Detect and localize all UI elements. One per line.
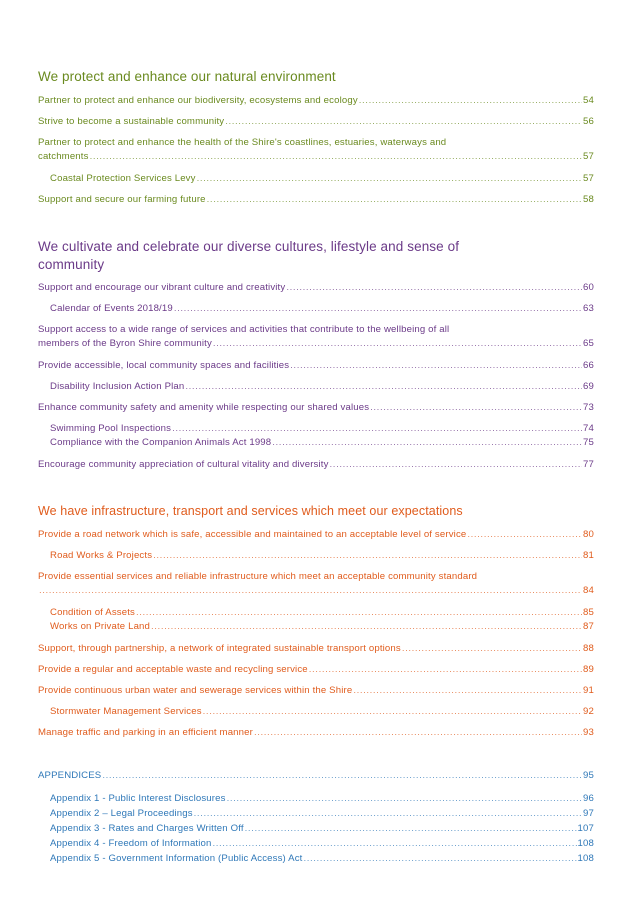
leader-dots <box>203 705 582 719</box>
toc-entry[interactable]: Road Works & Projects81 <box>38 549 594 570</box>
leader-dots <box>39 584 582 598</box>
page-number: 60 <box>583 282 594 293</box>
page-number: 65 <box>583 338 594 349</box>
toc-entry[interactable]: Support, through partnership, a network … <box>38 642 594 663</box>
leader-dots <box>213 337 582 351</box>
leader-dots <box>290 359 582 373</box>
toc-entry[interactable]: Encourage community appreciation of cult… <box>38 458 594 479</box>
leader-dots <box>286 281 582 295</box>
leader-dots <box>102 769 582 783</box>
toc-entry[interactable]: Manage traffic and parking in an efficie… <box>38 726 594 747</box>
leader-dots <box>172 422 582 436</box>
page-number: 95 <box>583 770 594 781</box>
leader-dots <box>174 302 582 316</box>
leader-dots <box>359 94 582 108</box>
section-environment: We protect and enhance our natural envir… <box>38 68 594 214</box>
page-number: 66 <box>583 360 594 371</box>
page-number: 73 <box>583 402 594 413</box>
toc-entry[interactable]: Partner to protect and enhance the healt… <box>38 136 594 172</box>
toc-entry[interactable]: Disability Inclusion Action Plan69 <box>38 380 594 401</box>
page-number: 58 <box>583 194 594 205</box>
toc-entry[interactable]: Calendar of Events 2018/1963 <box>38 302 594 323</box>
page-number: 88 <box>583 643 594 654</box>
leader-dots <box>330 458 582 472</box>
page-number: 96 <box>583 793 594 804</box>
page-number: 108 <box>577 838 594 849</box>
page-number: 108 <box>577 853 594 864</box>
page-number: 80 <box>583 529 594 540</box>
page-number: 97 <box>583 808 594 819</box>
leader-dots <box>370 401 582 415</box>
toc-entry[interactable]: Support and secure our farming future58 <box>38 193 594 214</box>
page-number: 84 <box>583 585 594 596</box>
page-number: 57 <box>583 173 594 184</box>
page-number: 56 <box>583 116 594 127</box>
page-number: 54 <box>583 95 594 106</box>
toc-entry[interactable]: Appendix 2 – Legal Proceedings97 <box>38 807 594 822</box>
toc-entry[interactable]: Compliance with the Companion Animals Ac… <box>38 436 594 458</box>
toc-entry[interactable]: Support access to a wide range of servic… <box>38 323 594 359</box>
leader-dots <box>309 663 582 677</box>
toc-entry[interactable]: Provide a road network which is safe, ac… <box>38 528 594 549</box>
toc-entry[interactable]: Condition of Assets85 <box>38 606 594 620</box>
toc-entry[interactable]: Enhance community safety and amenity whi… <box>38 401 594 422</box>
toc-entry[interactable]: Appendix 4 - Freedom of Information108 <box>38 837 594 852</box>
toc-entry[interactable]: Provide accessible, local community spac… <box>38 359 594 380</box>
toc-entry[interactable]: Coastal Protection Services Levy57 <box>38 172 594 193</box>
leader-dots <box>151 620 582 634</box>
toc-entry[interactable]: Partner to protect and enhance our biodi… <box>38 94 594 115</box>
page-number: 57 <box>583 151 594 162</box>
leader-dots <box>136 606 582 620</box>
page-number: 107 <box>577 823 594 834</box>
page-number: 69 <box>583 381 594 392</box>
toc-entry[interactable]: Appendix 5 - Government Information (Pub… <box>38 852 594 867</box>
toc-entry[interactable]: Swimming Pool Inspections74 <box>38 422 594 436</box>
leader-dots <box>353 684 582 698</box>
leader-dots <box>207 193 582 207</box>
toc-entry[interactable]: Support and encourage our vibrant cultur… <box>38 281 594 302</box>
section-title-community: We cultivate and celebrate our diverse c… <box>38 239 460 272</box>
section-appendices: APPENDICES95 Appendix 1 - Public Interes… <box>38 769 594 867</box>
leader-dots <box>213 837 577 851</box>
leader-dots <box>254 726 582 740</box>
page-number: 91 <box>583 685 594 696</box>
leader-dots <box>303 852 576 866</box>
page-number: 87 <box>583 621 594 632</box>
leader-dots <box>197 172 582 186</box>
page-number: 75 <box>583 437 594 448</box>
leader-dots <box>227 792 582 806</box>
leader-dots <box>225 115 582 129</box>
page-number: 85 <box>583 607 594 618</box>
leader-dots <box>467 528 582 542</box>
page-number: 93 <box>583 727 594 738</box>
page-number: 74 <box>583 423 594 434</box>
page-number: 89 <box>583 664 594 675</box>
page-number: 81 <box>583 550 594 561</box>
section-title-environment: We protect and enhance our natural envir… <box>38 69 336 84</box>
leader-dots <box>402 642 582 656</box>
leader-dots <box>90 150 582 164</box>
leader-dots <box>272 436 582 450</box>
toc-entry[interactable]: Provide continuous urban water and sewer… <box>38 684 594 705</box>
section-community: We cultivate and celebrate our diverse c… <box>38 238 594 479</box>
leader-dots <box>194 807 582 821</box>
toc-entry[interactable]: Works on Private Land87 <box>38 620 594 642</box>
toc-entry[interactable]: Strive to become a sustainable community… <box>38 115 594 136</box>
toc-entry[interactable]: Stormwater Management Services92 <box>38 705 594 726</box>
toc-entry[interactable]: Provide essential services and reliable … <box>38 570 594 606</box>
leader-dots <box>153 549 582 563</box>
section-infrastructure: We have infrastructure, transport and se… <box>38 502 594 747</box>
page-number: 63 <box>583 303 594 314</box>
leader-dots <box>185 380 582 394</box>
leader-dots <box>245 822 577 836</box>
toc-entry[interactable]: Appendix 3 - Rates and Charges Written O… <box>38 822 594 837</box>
page-number: 92 <box>583 706 594 717</box>
section-title-infrastructure: We have infrastructure, transport and se… <box>38 504 463 518</box>
toc-entry[interactable]: Provide a regular and acceptable waste a… <box>38 663 594 684</box>
page-number: 77 <box>583 459 594 470</box>
toc-entry[interactable]: Appendix 1 - Public Interest Disclosures… <box>38 792 594 807</box>
toc-entry[interactable]: APPENDICES95 <box>38 769 594 792</box>
